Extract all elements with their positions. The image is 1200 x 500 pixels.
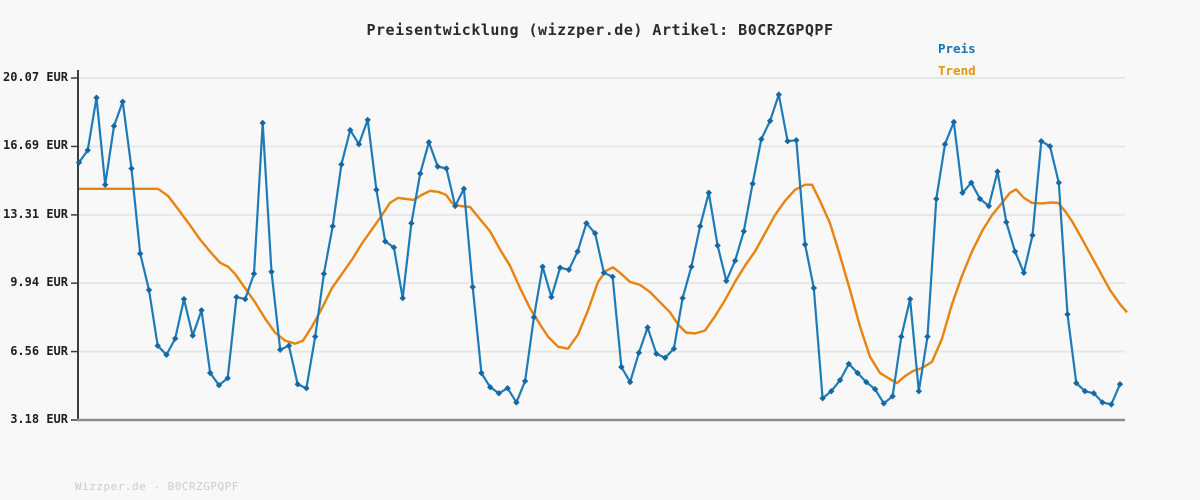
y-tick-label: 13.31 EUR [2, 206, 68, 221]
y-tick-label: 6.56 EUR [10, 343, 68, 358]
price-point-markers [75, 91, 1124, 408]
y-tick-label: 20.07 EUR [2, 70, 68, 85]
gridlines [78, 77, 1125, 421]
legend: Preis Trend [938, 38, 976, 82]
y-tick-label: 16.69 EUR [2, 138, 68, 153]
chart-title: Preisentwicklung (wizzper.de) Artikel: B… [366, 21, 834, 39]
legend-item-preis: Preis [938, 41, 976, 56]
watermark-text: Wizzper.de - B0CRZGPQPF [75, 480, 239, 493]
trend-line [79, 183, 1128, 385]
y-tick-label: 9.94 EUR [10, 275, 68, 290]
price-line [78, 93, 1122, 406]
legend-item-trend: Trend [938, 63, 976, 78]
y-tick-label: 3.18 EUR [10, 412, 68, 426]
axis-tick-marks [71, 77, 78, 421]
